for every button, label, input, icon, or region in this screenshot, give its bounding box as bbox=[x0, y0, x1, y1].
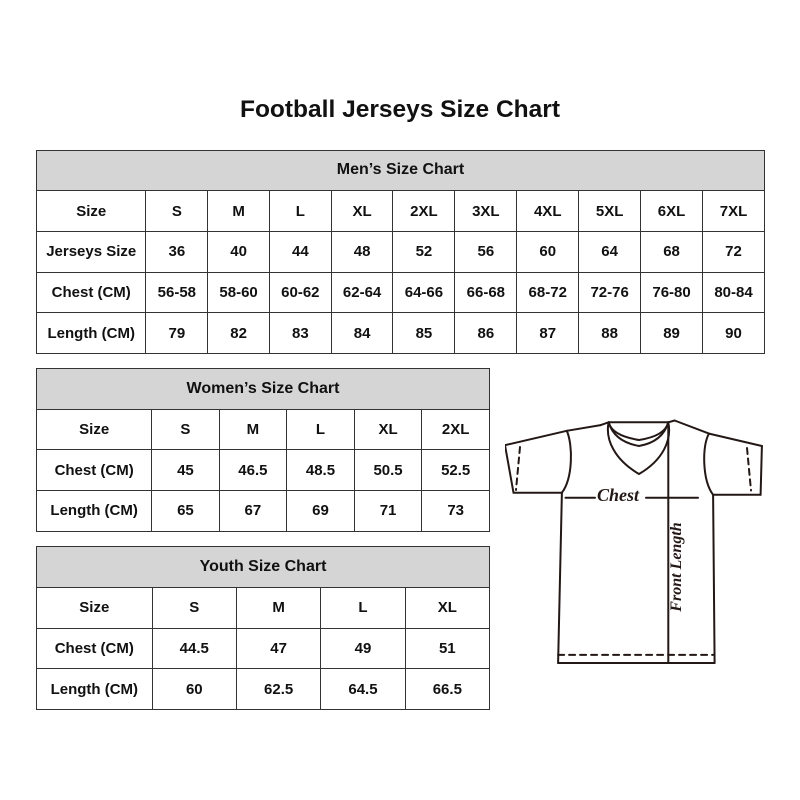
svg-text:Front Length: Front Length bbox=[668, 522, 685, 612]
svg-text:Chest: Chest bbox=[597, 485, 640, 505]
